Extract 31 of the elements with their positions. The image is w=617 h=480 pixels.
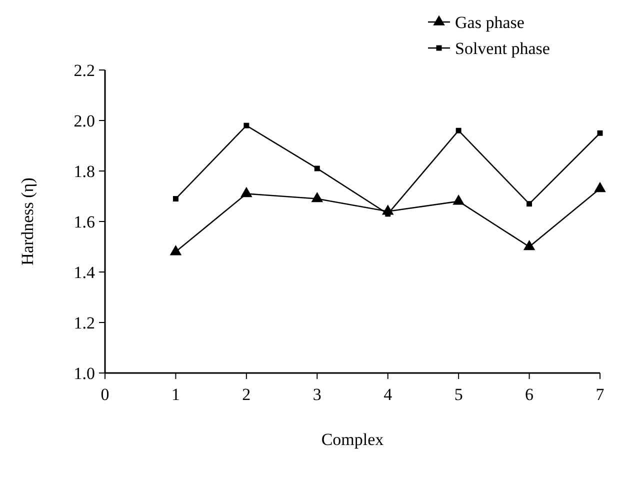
y-tick-label: 2.2 [74,61,95,80]
point [456,128,462,134]
point [244,122,250,128]
legend-label: Gas phase [455,13,524,32]
y-tick-label: 2.0 [74,112,95,130]
y-tick-label: 1.8 [74,162,95,181]
point [311,192,324,202]
point [594,182,606,192]
legend-label: Solvent phase [455,39,550,58]
x-tick-label: 3 [312,385,322,404]
y-axis-title: Hardness (η) [18,178,37,266]
x-axis-title: Complex [321,430,384,449]
point [597,130,603,136]
y-tick-label: 1.4 [74,263,96,282]
point [170,245,182,256]
y-tick-label: 1.0 [74,364,95,383]
x-tick-label: 2 [242,385,251,404]
x-tick-label: 7 [596,385,605,404]
point [172,196,178,202]
y-tick-label: 1.6 [74,212,95,232]
x-tick-label: 4 [384,385,393,404]
x-tick-label: 5 [454,385,463,404]
point [240,186,252,198]
x-tick-label: 6 [525,385,534,404]
point [314,166,320,172]
y-tick-label: 1.2 [74,314,95,332]
point [526,201,532,207]
point [452,194,464,205]
x-tick-label: 0 [100,385,110,404]
x-tick-label: 1 [171,385,180,404]
point [523,240,536,250]
